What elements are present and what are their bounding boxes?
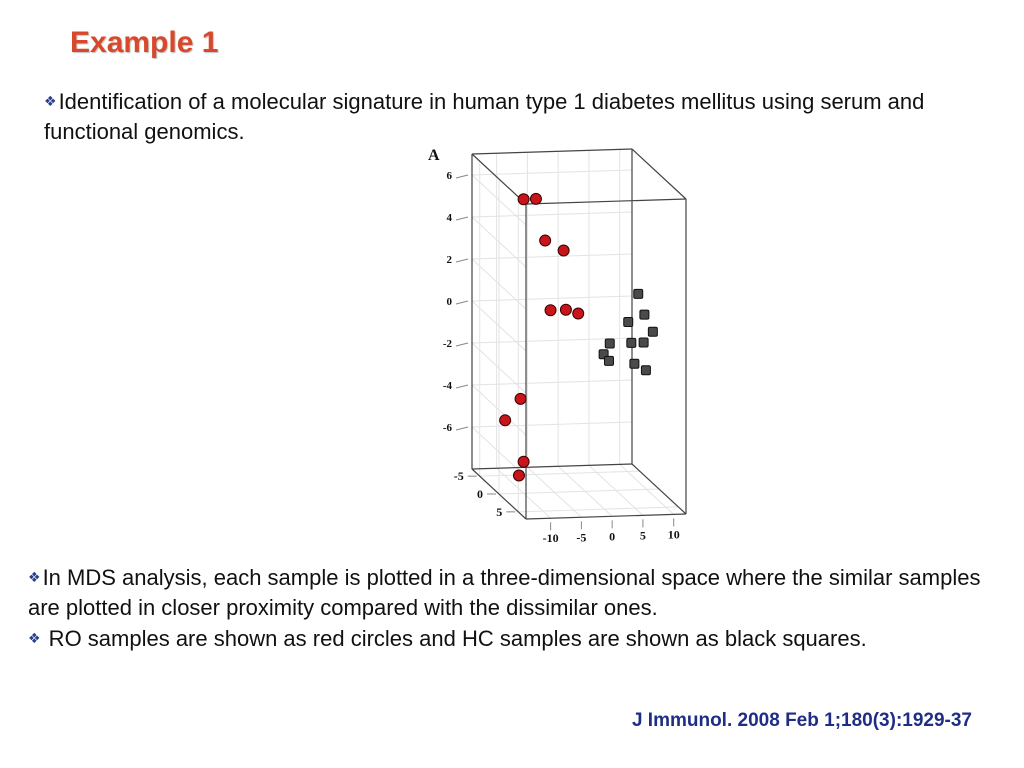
box-edge — [471, 153, 527, 205]
note-item: ❖ RO samples are shown as red circles an… — [28, 623, 988, 654]
x-tick-label: -10 — [543, 531, 559, 545]
ro-sample-point — [517, 193, 530, 206]
panel-label: A — [428, 147, 440, 164]
diamond-bullet-icon: ❖ — [44, 93, 57, 109]
ro-sample-point — [514, 392, 527, 405]
grid-line — [471, 253, 633, 260]
z-tick-label: -4 — [443, 380, 453, 392]
hc-sample-point — [626, 337, 637, 348]
z-tick-mark — [455, 384, 469, 389]
note-text: RO samples are shown as red circles and … — [42, 626, 867, 651]
ro-sample-point — [544, 304, 557, 317]
x-tick-label: 5 — [640, 528, 646, 542]
ro-sample-point — [572, 307, 585, 320]
chart-points — [499, 192, 658, 482]
grid-line — [518, 506, 679, 513]
hc-sample-point — [633, 288, 644, 299]
grid-line — [471, 379, 633, 386]
z-tick-label: 4 — [447, 212, 453, 224]
x-tick-label: -5 — [576, 530, 586, 544]
grid-line — [479, 470, 640, 477]
z-tick-mark — [455, 342, 469, 347]
hc-sample-point — [640, 365, 651, 376]
diamond-bullet-icon: ❖ — [28, 569, 41, 585]
z-tick-mark — [455, 426, 469, 431]
z-tick-label: 0 — [447, 296, 453, 308]
hc-sample-point — [604, 338, 615, 349]
grid-line — [471, 295, 633, 302]
z-tick-label: 6 — [447, 170, 453, 182]
note-text: In MDS analysis, each sample is plotted … — [28, 565, 981, 620]
box-edge — [471, 148, 633, 155]
box-edge — [471, 463, 633, 470]
y-tick-label: 5 — [496, 505, 502, 519]
chart-grid — [471, 149, 679, 519]
ro-sample-point — [512, 469, 525, 482]
x-tick-label: 0 — [609, 529, 615, 543]
grid-line — [471, 421, 633, 428]
z-tick-mark — [455, 300, 469, 305]
z-tick-mark — [455, 258, 469, 263]
chart-box — [471, 148, 687, 520]
diamond-bullet-icon: ❖ — [28, 630, 41, 646]
box-edge — [471, 468, 527, 520]
y-tick-label: 0 — [477, 487, 483, 501]
z-tick-label: -2 — [443, 338, 453, 350]
box-edge — [631, 463, 687, 515]
ro-sample-point — [499, 414, 512, 427]
ro-sample-point — [557, 244, 570, 257]
grid-line — [471, 211, 633, 218]
hc-sample-point — [603, 355, 614, 366]
z-tick-label: 2 — [447, 254, 453, 266]
ro-sample-point — [517, 455, 530, 468]
z-tick-mark — [455, 174, 469, 179]
note-item: ❖In MDS analysis, each sample is plotted… — [28, 562, 988, 623]
hc-sample-point — [623, 316, 634, 327]
ro-sample-point — [529, 192, 542, 205]
z-tick-label: -6 — [443, 422, 453, 434]
grid-line — [498, 488, 660, 495]
slide-title: Example 1 — [70, 26, 219, 59]
grid-line — [471, 169, 633, 176]
box-edge — [525, 513, 687, 520]
notes-block: ❖In MDS analysis, each sample is plotted… — [28, 562, 988, 654]
x-tick-label: 10 — [668, 527, 680, 541]
z-tick-mark — [455, 216, 469, 221]
intro-bullet: ❖Identification of a molecular signature… — [44, 86, 964, 147]
ro-sample-point — [539, 234, 552, 247]
hc-sample-point — [629, 358, 640, 369]
y-tick-label: -5 — [454, 469, 464, 483]
hc-sample-point — [639, 309, 650, 320]
citation: J Immunol. 2008 Feb 1;180(3):1929-37 — [631, 710, 972, 731]
box-edge — [525, 198, 687, 205]
hc-sample-point — [647, 326, 658, 337]
intro-text: Identification of a molecular signature … — [44, 89, 925, 144]
box-edge — [631, 148, 687, 200]
ro-sample-point — [559, 303, 572, 316]
hc-sample-point — [638, 337, 649, 348]
